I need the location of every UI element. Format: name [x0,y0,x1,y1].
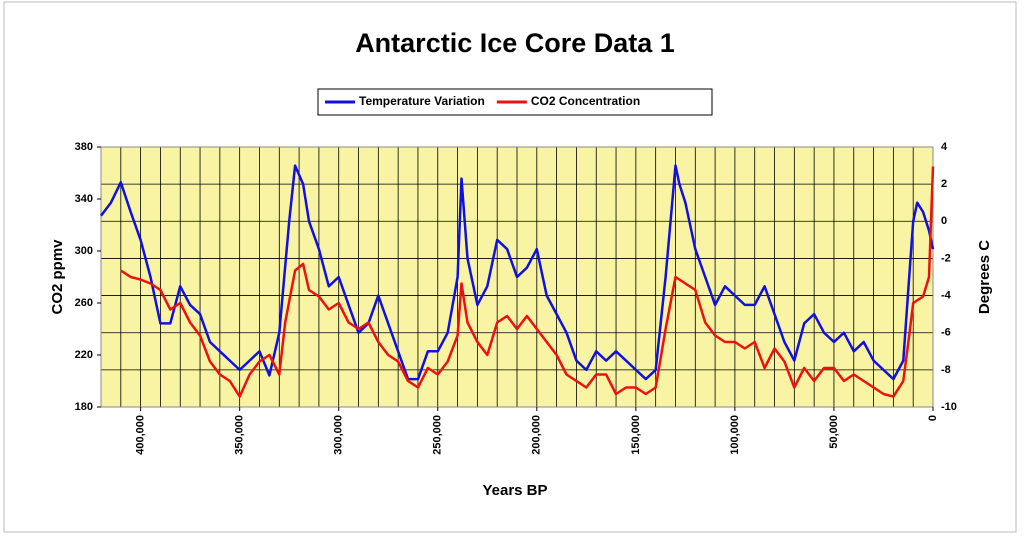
y2-tick-label: 0 [941,215,947,227]
y-tick-label: 220 [75,349,93,361]
y2-tick-label: 2 [941,178,947,190]
x-tick-label: 400,000 [135,415,147,455]
y-tick-label: 380 [75,141,93,153]
chart-title: Antarctic Ice Core Data 1 [355,28,675,58]
y2-tick-label: -6 [941,327,951,339]
y2-tick-label: -4 [941,289,952,301]
y2-tick-label: -10 [941,401,957,413]
legend-label: CO2 Concentration [531,94,640,108]
x-tick-label: 0 [927,415,939,421]
x-tick-label: 50,000 [828,415,840,449]
y-axis-label: CO2 ppmv [49,239,66,315]
y-tick-label: 260 [75,297,93,309]
y-tick-label: 180 [75,401,93,413]
y-tick-label: 340 [75,193,93,205]
x-tick-label: 350,000 [234,415,246,455]
x-axis-label: Years BP [482,482,547,499]
y2-tick-label: -8 [941,364,951,376]
x-tick-label: 100,000 [729,415,741,455]
x-tick-label: 250,000 [432,415,444,455]
x-tick-label: 300,000 [333,415,345,455]
y2-tick-label: 4 [941,141,948,153]
x-tick-label: 150,000 [630,415,642,455]
y2-axis-label: Degrees C [976,240,993,314]
plot-border [100,146,934,408]
y-tick-label: 300 [75,245,93,257]
y2-tick-label: -2 [941,252,951,264]
legend-label: Temperature Variation [359,94,485,108]
line [120,166,935,398]
line [100,164,935,381]
x-tick-label: 200,000 [531,415,543,455]
